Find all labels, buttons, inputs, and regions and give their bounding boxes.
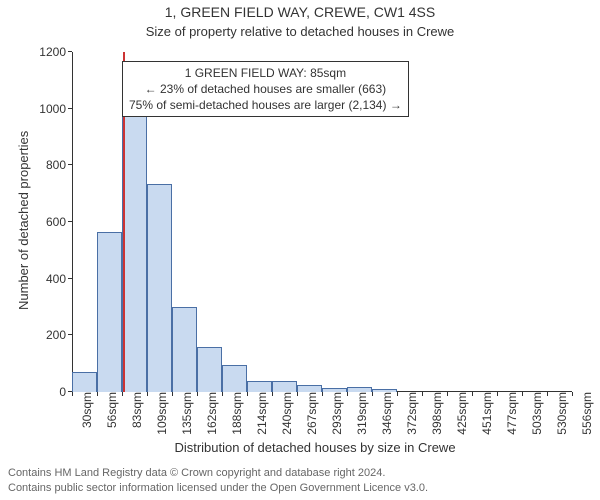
x-tick-mark [547, 392, 548, 396]
y-tick-mark [68, 108, 72, 109]
x-tick-label: 30sqm [76, 392, 94, 428]
x-tick-mark [147, 392, 148, 396]
x-tick-label: 83sqm [126, 392, 144, 428]
y-tick-mark [68, 334, 72, 335]
x-tick-mark [222, 392, 223, 396]
x-tick-label: 135sqm [176, 392, 194, 435]
x-tick-label: 188sqm [226, 392, 244, 435]
x-tick-mark [172, 392, 173, 396]
x-tick-label: 503sqm [526, 392, 544, 435]
y-tick-label: 400 [46, 272, 72, 286]
x-tick-mark [97, 392, 98, 396]
x-tick-mark [447, 392, 448, 396]
x-tick-mark [397, 392, 398, 396]
y-axis-label: Number of detached properties [16, 131, 31, 310]
x-tick-label: 240sqm [276, 392, 294, 435]
y-tick-mark [68, 221, 72, 222]
x-tick-label: 346sqm [376, 392, 394, 435]
x-tick-label: 56sqm [101, 392, 119, 428]
histogram-bar [247, 381, 272, 392]
y-tick-label: 1000 [39, 102, 72, 116]
y-tick-mark [68, 51, 72, 52]
y-tick-mark [68, 164, 72, 165]
x-tick-mark [522, 392, 523, 396]
x-tick-mark [72, 392, 73, 396]
x-tick-mark [272, 392, 273, 396]
y-tick-label: 1200 [39, 45, 72, 59]
x-tick-mark [347, 392, 348, 396]
histogram-bar [197, 347, 222, 392]
annotation-line-3: 75% of semi-detached houses are larger (… [129, 97, 402, 113]
figure-root: 1, GREEN FIELD WAY, CREWE, CW1 4SS Size … [0, 0, 600, 500]
histogram-bar [172, 307, 197, 392]
y-tick-mark [68, 278, 72, 279]
x-tick-label: 319sqm [351, 392, 369, 435]
footer-line-1: Contains HM Land Registry data © Crown c… [8, 466, 428, 481]
histogram-bar [222, 365, 247, 392]
x-tick-mark [472, 392, 473, 396]
histogram-bar [97, 232, 122, 392]
y-tick-label: 800 [46, 158, 72, 172]
x-tick-label: 109sqm [151, 392, 169, 435]
x-tick-mark [372, 392, 373, 396]
x-tick-label: 372sqm [401, 392, 419, 435]
plot-area: 02004006008001000120030sqm56sqm83sqm109s… [72, 52, 572, 392]
histogram-bar [272, 381, 297, 392]
histogram-bar [72, 372, 97, 392]
chart-title-sub: Size of property relative to detached ho… [0, 24, 600, 39]
footer-line-2: Contains public sector information licen… [8, 481, 428, 496]
histogram-bar [147, 184, 172, 392]
x-tick-label: 477sqm [501, 392, 519, 435]
y-axis-line [72, 52, 73, 392]
histogram-bar [122, 69, 147, 392]
x-tick-label: 451sqm [476, 392, 494, 435]
x-tick-label: 398sqm [426, 392, 444, 435]
x-tick-mark [422, 392, 423, 396]
x-tick-label: 214sqm [251, 392, 269, 435]
x-tick-mark [497, 392, 498, 396]
x-tick-label: 293sqm [326, 392, 344, 435]
x-tick-mark [572, 392, 573, 396]
chart-title-main: 1, GREEN FIELD WAY, CREWE, CW1 4SS [0, 4, 600, 20]
x-tick-label: 162sqm [201, 392, 219, 435]
x-tick-label: 267sqm [301, 392, 319, 435]
x-tick-label: 556sqm [576, 392, 594, 435]
x-tick-mark [297, 392, 298, 396]
footer-attribution: Contains HM Land Registry data © Crown c… [8, 466, 428, 496]
histogram-bar [297, 385, 322, 392]
x-tick-mark [247, 392, 248, 396]
y-tick-label: 600 [46, 215, 72, 229]
x-tick-label: 530sqm [551, 392, 569, 435]
x-tick-mark [322, 392, 323, 396]
y-tick-label: 200 [46, 328, 72, 342]
x-axis-label: Distribution of detached houses by size … [30, 440, 600, 455]
annotation-line-2: ← 23% of detached houses are smaller (66… [129, 81, 402, 97]
x-tick-mark [197, 392, 198, 396]
y-tick-label: 0 [59, 385, 72, 399]
x-tick-label: 425sqm [451, 392, 469, 435]
annotation-box: 1 GREEN FIELD WAY: 85sqm← 23% of detache… [122, 61, 409, 118]
x-tick-mark [122, 392, 123, 396]
annotation-line-1: 1 GREEN FIELD WAY: 85sqm [129, 65, 402, 81]
